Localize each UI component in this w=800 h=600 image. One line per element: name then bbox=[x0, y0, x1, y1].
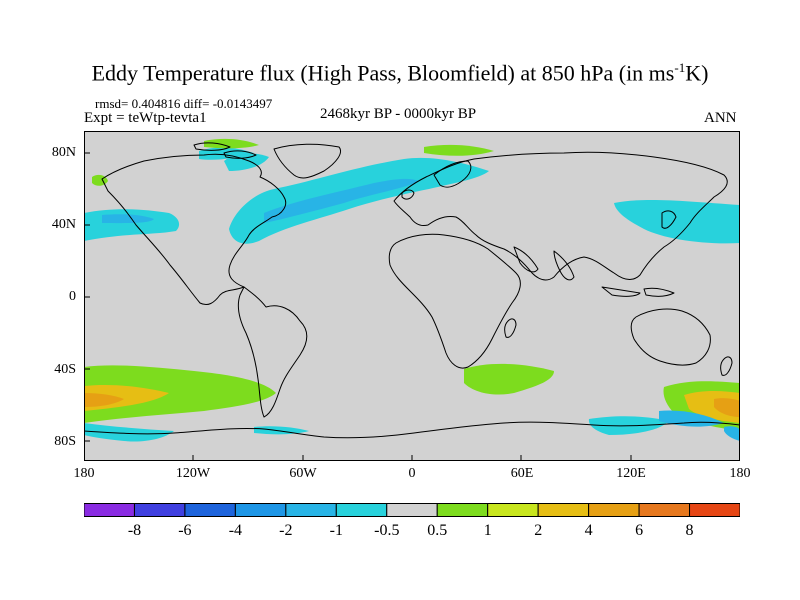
season-label: ANN bbox=[704, 110, 737, 126]
colorbar-label-9: 4 bbox=[584, 522, 593, 539]
title-main: Eddy Temperature flux (High Pass, Bloomf… bbox=[91, 60, 675, 86]
lat-label-80s: 80S bbox=[54, 434, 76, 449]
title-superscript: -1 bbox=[674, 60, 686, 75]
lon-label-120w: 120W bbox=[175, 466, 211, 481]
arctic-island-1 bbox=[193, 142, 231, 151]
south-pacific-positive bbox=[84, 365, 276, 423]
experiment-label: Expt = teWtp-tevta1 bbox=[84, 110, 207, 126]
colorbar-label-1: -6 bbox=[178, 522, 192, 539]
antarctic-negative-peninsula bbox=[254, 426, 309, 435]
africa-coast bbox=[388, 233, 521, 369]
colorbar-label-0: -8 bbox=[127, 522, 142, 539]
colorbar bbox=[84, 503, 740, 517]
coastlines bbox=[84, 142, 740, 439]
eurasia-coast bbox=[393, 151, 728, 281]
madagascar-coast bbox=[504, 318, 517, 338]
indonesia-coast-1 bbox=[601, 286, 641, 297]
antarctica-coast bbox=[84, 421, 740, 439]
stats-text: rmsd= 0.404816 diff= -0.0143497 bbox=[95, 96, 273, 111]
lon-label-180e: 180 bbox=[729, 466, 751, 481]
colorbar-box-3 bbox=[234, 503, 287, 517]
chart-title: Eddy Temperature flux (High Pass, Bloomf… bbox=[0, 60, 800, 86]
colorbar-label-7: 1 bbox=[483, 522, 492, 539]
colorbar-label-5: -0.5 bbox=[374, 522, 400, 539]
north-atlantic-negative bbox=[229, 157, 489, 244]
colorbar-box-0 bbox=[84, 503, 135, 517]
colorbar-box-5 bbox=[335, 503, 388, 517]
lat-label-40s: 40S bbox=[54, 362, 76, 377]
lon-label-60e: 60E bbox=[510, 466, 534, 481]
south-pacific-strong bbox=[84, 393, 124, 407]
antarctic-negative-edge bbox=[724, 426, 740, 441]
colorbar-label-4: -1 bbox=[329, 522, 343, 539]
colorbar-label-6: 0.5 bbox=[427, 522, 448, 539]
period-label: 2468kyr BP - 0000kyr BP bbox=[320, 106, 477, 122]
scandinavia-coast bbox=[433, 160, 472, 188]
axis-ticks bbox=[84, 152, 632, 461]
south-indian-strong bbox=[714, 398, 740, 417]
south-america-coast bbox=[237, 286, 308, 418]
lat-label-40n: 40N bbox=[51, 217, 76, 232]
new-zealand-coast bbox=[720, 356, 733, 376]
north-america-coast bbox=[101, 153, 287, 306]
world-map bbox=[84, 131, 740, 461]
india-coast bbox=[553, 250, 575, 281]
british-isles-coast bbox=[401, 189, 415, 200]
north-atlantic-core bbox=[264, 178, 419, 223]
nw-pacific-negative bbox=[614, 199, 740, 244]
arctic-positive bbox=[424, 144, 494, 156]
greenland-positive bbox=[204, 138, 259, 149]
colorbar-box-8 bbox=[487, 503, 539, 517]
colorbar-box-6 bbox=[386, 503, 438, 517]
colorbar-label-2: -4 bbox=[228, 522, 243, 539]
colorbar-box-1 bbox=[133, 503, 186, 517]
colorbar-label-3: -2 bbox=[279, 522, 293, 539]
arctic-island-2 bbox=[223, 150, 257, 159]
colorbar-label-10: 6 bbox=[635, 522, 644, 539]
title-end: K) bbox=[685, 60, 709, 86]
japan-coast bbox=[661, 210, 677, 229]
colorbar-label-8: 2 bbox=[534, 522, 543, 539]
north-pacific-core bbox=[102, 214, 154, 224]
colorbar-box-4 bbox=[285, 503, 337, 517]
colorbar-box-2 bbox=[184, 503, 236, 517]
lon-label-60w: 60W bbox=[289, 466, 317, 481]
lat-label-0: 0 bbox=[69, 289, 76, 304]
arabia-coast bbox=[513, 246, 539, 273]
lon-label-180w: 180 bbox=[73, 466, 95, 481]
south-atlantic-positive bbox=[464, 363, 554, 395]
lon-label-120e: 120E bbox=[616, 466, 646, 481]
colorbar-box-12 bbox=[689, 503, 740, 517]
antarctic-negative-west bbox=[84, 423, 174, 442]
lon-label-0: 0 bbox=[408, 466, 416, 481]
colorbar-box-7 bbox=[436, 503, 489, 517]
indonesia-coast-2 bbox=[643, 287, 675, 297]
colorbar-label-11: 8 bbox=[685, 522, 694, 539]
colorbar-box-10 bbox=[588, 503, 640, 517]
colorbar-box-9 bbox=[537, 503, 590, 517]
greenland-coast bbox=[273, 143, 341, 179]
colorbar-box-11 bbox=[638, 503, 691, 517]
anomaly-fields bbox=[84, 138, 740, 442]
lat-label-80n: 80N bbox=[51, 145, 76, 160]
colorbar-boxes bbox=[84, 503, 740, 517]
australia-coast bbox=[630, 308, 711, 366]
